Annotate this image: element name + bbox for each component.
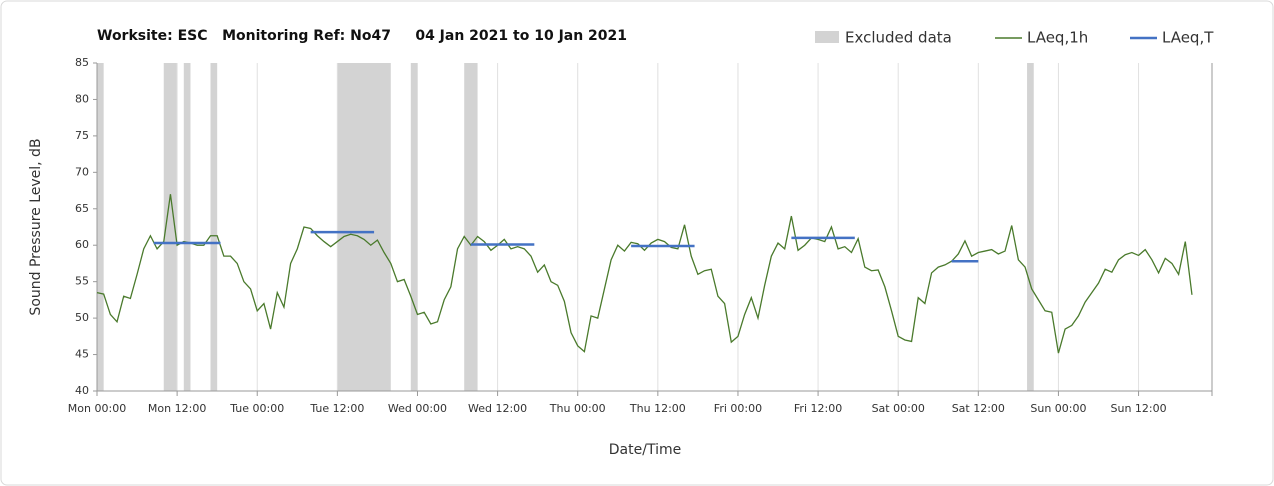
x-tick-label: Sat 00:00 bbox=[872, 402, 925, 415]
legend-swatch bbox=[815, 31, 839, 43]
x-tick-label: Sun 00:00 bbox=[1030, 402, 1086, 415]
excluded-band bbox=[1027, 63, 1034, 391]
x-tick-label: Wed 12:00 bbox=[468, 402, 527, 415]
legend-label: Excluded data bbox=[845, 29, 952, 47]
y-tick-label: 60 bbox=[75, 238, 89, 251]
y-tick-label: 45 bbox=[75, 348, 89, 361]
x-tick-label: Thu 12:00 bbox=[629, 402, 686, 415]
excluded-band bbox=[337, 63, 391, 391]
legend-label: LAeq,T bbox=[1162, 29, 1214, 47]
x-tick-label: Wed 00:00 bbox=[388, 402, 447, 415]
x-tick-label: Mon 00:00 bbox=[68, 402, 126, 415]
x-tick-label: Tue 12:00 bbox=[309, 402, 364, 415]
data-line bbox=[96, 194, 1193, 354]
y-tick-label: 80 bbox=[75, 92, 89, 105]
y-tick-label: 40 bbox=[75, 384, 89, 397]
y-tick-label: 85 bbox=[75, 56, 89, 69]
y-tick-label: 65 bbox=[75, 202, 89, 215]
excluded-band bbox=[210, 63, 218, 391]
x-tick-label: Fri 00:00 bbox=[714, 402, 762, 415]
y-tick-label: 70 bbox=[75, 165, 89, 178]
excluded-band bbox=[410, 63, 418, 391]
y-tick-label: 50 bbox=[75, 311, 89, 324]
legend-label: LAeq,1h bbox=[1027, 29, 1088, 47]
excluded-band bbox=[183, 63, 191, 391]
excluded-band bbox=[97, 63, 104, 391]
x-axis-label: Date/Time bbox=[609, 442, 681, 458]
excluded-band bbox=[464, 63, 478, 391]
x-tick-label: Fri 12:00 bbox=[794, 402, 842, 415]
y-tick-label: 55 bbox=[75, 275, 89, 288]
x-tick-label: Sat 12:00 bbox=[952, 402, 1005, 415]
x-tick-label: Thu 00:00 bbox=[549, 402, 606, 415]
x-tick-label: Tue 00:00 bbox=[229, 402, 284, 415]
x-tick-label: Mon 12:00 bbox=[148, 402, 206, 415]
x-tick-label: Sun 12:00 bbox=[1110, 402, 1166, 415]
chart-title: Worksite: ESC Monitoring Ref: No47 04 Ja… bbox=[97, 28, 627, 44]
y-tick-label: 75 bbox=[75, 129, 89, 142]
y-axis-label: Sound Pressure Level, dB bbox=[28, 138, 44, 315]
excluded-band bbox=[163, 63, 178, 391]
